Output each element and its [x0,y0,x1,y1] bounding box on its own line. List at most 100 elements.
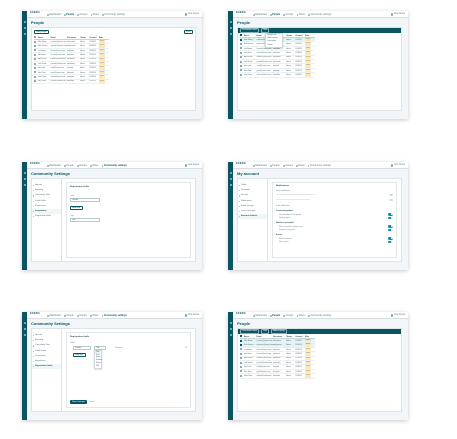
nav-roles[interactable]: Roles [297,13,305,16]
menu-delete[interactable]: Delete [267,43,273,46]
col-name[interactable]: Name [243,335,257,340]
pref-toggle[interactable] [388,216,393,220]
settings-nav-branding[interactable]: Branding [32,338,61,343]
row-checkbox[interactable] [240,64,242,67]
col-role[interactable]: Role [305,34,315,39]
col-email[interactable]: Email [50,36,67,41]
nav-people[interactable]: People [64,164,73,167]
user-menu[interactable]: Ana Jones [185,314,199,316]
table-row[interactable]: Lisa Brown l.brown@exera.com lisabrown Acti… [240,347,315,353]
row-checkbox[interactable] [34,49,36,52]
filter-button[interactable]: Filter [183,30,193,34]
table-row[interactable]: John Pratt j.pratt@exera.com johnpratt Acti… [240,68,315,74]
settings-nav-permissions[interactable]: Permissions [32,204,61,209]
add-people-button[interactable]: Add people [34,30,49,34]
menu-add-to-group[interactable]: Add to group [267,36,278,39]
nav-people[interactable]: People [64,13,74,16]
table-row[interactable]: Lisa Brown l.brown@exera.com lisabrown Acti… [34,48,109,54]
col-username[interactable]: Username [272,335,287,340]
row-checkbox[interactable] [34,71,36,74]
settings-nav-branding[interactable]: Branding [32,188,61,193]
save-button[interactable]: Save changes [70,400,88,404]
bulk-deactivate-button[interactable]: Deactivate users [240,28,260,33]
col-role[interactable]: Role [305,335,315,340]
account-nav-notifications[interactable]: Notifications [238,199,267,204]
settings-nav-registration[interactable]: Registration fields [32,214,61,219]
row-checkbox[interactable] [240,352,242,355]
settings-nav-general[interactable]: General [32,183,61,188]
col-username[interactable]: Username [66,36,81,41]
user-menu[interactable]: Ana Jones [185,13,199,15]
table-row[interactable]: Lisa Brown l.brown@exera.com lisabrown Acti… [240,46,315,52]
row-checkbox[interactable] [240,42,242,45]
settings-nav-profile-fields[interactable]: Profile fields [32,349,61,354]
col-name[interactable]: Name [243,34,257,39]
nav-community-settings[interactable]: Community settings [308,314,331,317]
nav-community-settings[interactable]: Community settings [102,164,127,167]
nav-groups[interactable]: Groups [283,164,293,167]
nav-roles[interactable]: Roles [90,314,98,317]
user-menu[interactable]: Ana Jones [185,164,199,166]
row-checkbox[interactable] [34,75,36,78]
nav-dashboard[interactable]: Dashboard [253,13,267,16]
label-input[interactable]: Job title [70,198,100,202]
pref-toggle[interactable] [388,228,393,232]
row-checkbox[interactable] [240,73,242,76]
bulk-deactivate-button[interactable]: Deactivate users [240,329,260,334]
row-checkbox[interactable] [240,343,242,346]
pref-toggle[interactable] [388,240,393,244]
col-email[interactable]: Email [256,335,273,340]
email-toggle[interactable] [388,198,393,202]
settings-nav-permissions[interactable]: Permissions [32,354,61,359]
dropdown-option[interactable]: Text [95,350,101,354]
nav-dashboard[interactable]: Dashboard [253,164,267,167]
table-row[interactable]: Paul Novak p.novak@exera.com paulnovak Acti… [240,360,315,366]
add-field-button[interactable]: Add field [70,206,83,210]
nav-people[interactable]: People [270,314,280,317]
col-status[interactable]: Status [286,34,296,39]
row-checkbox[interactable] [240,357,242,360]
dropdown-option[interactable]: Date [96,353,100,356]
row-checkbox[interactable] [34,40,36,43]
account-nav-deletion[interactable]: Account deletion [238,214,267,220]
user-menu[interactable]: Ana Jones [391,314,405,316]
nav-people[interactable]: People [270,164,279,167]
nav-groups[interactable]: Groups [283,314,293,317]
table-row[interactable]: John Pratt j.pratt@exera.com johnpratt Acti… [34,70,109,76]
dropdown-option[interactable]: Email [96,356,101,359]
table-row[interactable]: Anna Keller a.keller@exera.com annakeller A… [34,57,109,63]
table-row[interactable]: Nina Olsen n.olsen@exera.com ninaolsen Acti… [240,373,315,379]
nav-dashboard[interactable]: Dashboard [47,314,61,317]
settings-nav-profile-fields[interactable]: Profile fields [32,199,61,204]
col-created[interactable]: Created [295,335,306,340]
row-checkbox[interactable] [240,348,242,351]
table-row[interactable]: Paul Novak p.novak@exera.com paulnovak Acti… [34,61,109,67]
col-created[interactable]: Created [295,34,306,39]
table-row[interactable]: Anna Keller a.keller@exera.com annakeller A… [240,356,315,362]
nav-groups[interactable]: Groups [77,13,87,16]
row-checkbox[interactable] [240,47,242,50]
email-toggle[interactable] [388,193,393,197]
settings-nav-tabs[interactable]: Community Tabs [32,193,61,198]
cancel-button[interactable]: Cancel [89,401,95,403]
table-row[interactable]: Anna Keller a.keller@exera.com annakeller A… [240,55,315,61]
settings-nav-integrations[interactable]: Integrations [32,359,61,364]
table-row[interactable]: Sara Lind s.lind@exera.com saralind Active 1… [34,65,109,71]
user-menu[interactable]: Ana Jones [391,13,405,15]
settings-nav-general[interactable]: General [32,333,61,338]
settings-nav-registration[interactable]: Registration fields [32,364,61,370]
remove-field-icon[interactable]: × [185,344,187,349]
user-menu[interactable]: Ana Jones [391,164,405,166]
row-checkbox[interactable] [240,69,242,72]
col-created[interactable]: Created [89,36,100,41]
col-email[interactable]: Email [256,34,273,39]
nav-community-settings[interactable]: Community settings [102,13,125,16]
bulk-edit-button[interactable]: Edit [261,28,270,33]
nav-people[interactable]: People [64,314,73,317]
menu-assign-role[interactable]: Assign role [267,33,277,36]
row-checkbox[interactable] [240,51,242,54]
settings-nav-integrations[interactable]: Integrations [32,208,61,215]
row-checkbox[interactable] [240,339,242,342]
